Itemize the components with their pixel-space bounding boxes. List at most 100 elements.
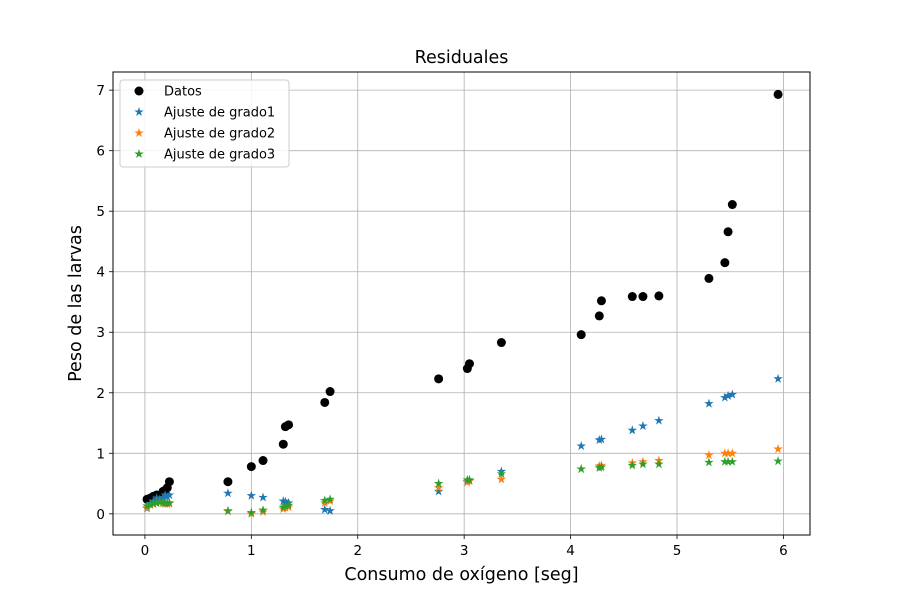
data-point bbox=[246, 462, 256, 472]
fit-point bbox=[723, 448, 733, 458]
fit-point bbox=[638, 459, 648, 469]
fit-point bbox=[596, 462, 607, 472]
legend-marker bbox=[134, 86, 144, 96]
data-point bbox=[223, 477, 233, 487]
fit-point bbox=[320, 504, 330, 514]
data-point bbox=[464, 359, 474, 369]
data-point bbox=[654, 291, 664, 301]
fit-point bbox=[320, 497, 330, 507]
fit-point bbox=[704, 398, 714, 408]
fit-point bbox=[223, 488, 233, 498]
fit-point bbox=[433, 486, 444, 496]
fit-point bbox=[704, 457, 714, 467]
fit-point bbox=[654, 459, 664, 469]
legend-label: Ajuste de grado1 bbox=[164, 106, 275, 121]
fit-point bbox=[773, 373, 783, 383]
series-3 bbox=[142, 456, 783, 517]
fit-point bbox=[142, 500, 152, 510]
x-axis-label: Consumo de oxígeno [seg] bbox=[344, 565, 578, 585]
x-tick-label: 3 bbox=[460, 543, 469, 559]
fit-point bbox=[727, 448, 738, 458]
fit-point bbox=[246, 507, 257, 517]
fit-point bbox=[638, 421, 648, 431]
data-point bbox=[704, 273, 714, 283]
y-tick-label: 4 bbox=[96, 265, 105, 281]
fit-point bbox=[162, 491, 173, 501]
fit-point bbox=[654, 415, 664, 425]
axis-ticks: 0 1 2 3 4 5 6 0 1 2 3 4 5 6 7 bbox=[96, 83, 787, 559]
fit-point bbox=[151, 497, 162, 507]
fit-point bbox=[496, 468, 507, 478]
x-tick-label: 0 bbox=[141, 543, 150, 559]
fit-point bbox=[433, 482, 444, 492]
fit-point bbox=[704, 450, 714, 460]
legend: Datos Ajuste de grado1 Ajuste de grado2 Aju… bbox=[119, 79, 290, 168]
data-point bbox=[284, 420, 294, 430]
fit-point bbox=[576, 464, 586, 474]
y-axis-label: Peso de las larvas bbox=[66, 225, 86, 382]
y-tick-label: 6 bbox=[96, 144, 105, 160]
fit-point bbox=[325, 505, 335, 515]
data-point bbox=[594, 311, 604, 321]
fit-point bbox=[258, 505, 268, 515]
y-tick-label: 5 bbox=[96, 204, 105, 220]
data-point bbox=[325, 387, 335, 397]
fit-point bbox=[723, 390, 733, 400]
y-tick-label: 0 bbox=[96, 507, 105, 523]
fit-point bbox=[720, 392, 730, 402]
data-point bbox=[727, 200, 737, 210]
fit-point bbox=[145, 499, 155, 509]
data-point bbox=[496, 338, 506, 348]
fit-point bbox=[596, 434, 607, 444]
fit-point bbox=[160, 490, 170, 500]
x-tick-label: 2 bbox=[353, 543, 362, 559]
data-point bbox=[278, 439, 288, 449]
data-point bbox=[576, 330, 586, 340]
data-point bbox=[258, 456, 268, 466]
legend-marker bbox=[134, 128, 144, 138]
data-point bbox=[638, 292, 648, 302]
fit-point bbox=[278, 502, 289, 512]
fit-point bbox=[773, 456, 783, 466]
fit-point bbox=[164, 497, 175, 507]
fit-point bbox=[433, 478, 444, 488]
y-tick-label: 1 bbox=[96, 446, 105, 462]
y-tick-label: 3 bbox=[96, 325, 105, 341]
fit-point bbox=[320, 495, 330, 505]
data-point bbox=[434, 374, 444, 384]
fit-point bbox=[464, 474, 475, 484]
data-marks bbox=[142, 89, 783, 518]
fit-point bbox=[246, 490, 257, 500]
y-tick-label: 2 bbox=[96, 386, 105, 402]
legend-label: Ajuste de grado2 bbox=[164, 127, 275, 142]
fit-point bbox=[627, 460, 638, 470]
data-point bbox=[720, 258, 730, 268]
grid-lines bbox=[113, 72, 810, 535]
fit-point bbox=[164, 490, 175, 500]
data-point bbox=[164, 477, 174, 487]
data-point bbox=[773, 89, 783, 99]
fit-point bbox=[325, 494, 335, 504]
legend-marker bbox=[134, 149, 144, 159]
fit-point bbox=[258, 492, 268, 502]
fit-point bbox=[496, 474, 507, 484]
data-point bbox=[320, 397, 330, 407]
fit-point bbox=[627, 425, 638, 435]
legend-label: Ajuste de grado3 bbox=[164, 148, 275, 163]
data-point bbox=[596, 296, 606, 306]
legend-marker bbox=[134, 107, 144, 117]
fit-point bbox=[148, 498, 159, 508]
x-tick-label: 1 bbox=[247, 543, 256, 559]
data-point bbox=[627, 292, 637, 302]
fit-point bbox=[773, 444, 783, 454]
plot-frame bbox=[112, 71, 811, 536]
x-tick-label: 4 bbox=[566, 543, 575, 559]
fit-point bbox=[223, 505, 233, 515]
x-tick-label: 6 bbox=[779, 543, 788, 559]
fit-point bbox=[727, 389, 738, 399]
legend-frame bbox=[119, 79, 290, 168]
x-tick-label: 5 bbox=[673, 543, 682, 559]
fit-point bbox=[280, 500, 291, 510]
fit-point bbox=[158, 497, 168, 507]
